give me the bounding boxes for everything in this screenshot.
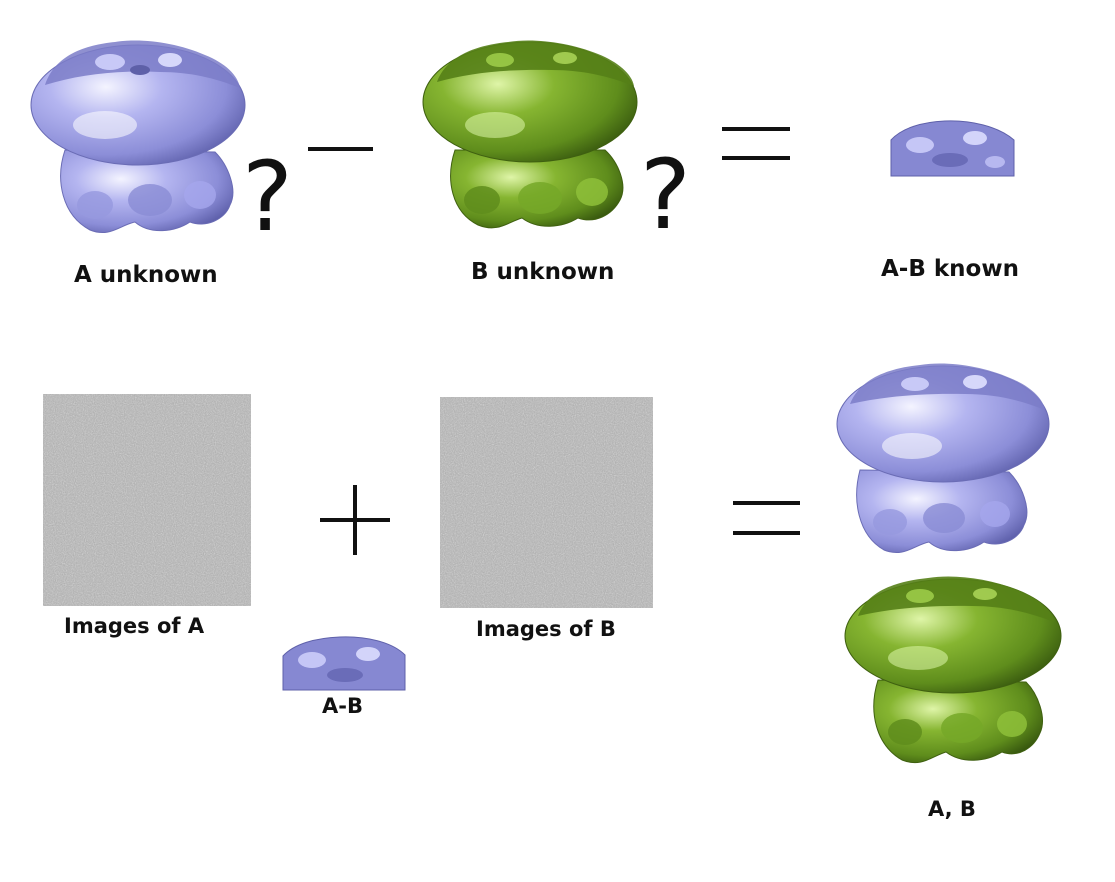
label-ab-known: A-B known <box>881 256 1019 282</box>
structure-a-top <box>30 40 246 234</box>
question-mark-b: ? <box>640 139 691 251</box>
label-images-of-a: Images of A <box>64 614 205 638</box>
a-minus-b-piece-bottom <box>282 636 406 691</box>
label-a-unknown: A unknown <box>74 262 218 288</box>
plus-sign <box>320 485 390 555</box>
label-a-b: A, B <box>928 797 976 821</box>
structure-a-result <box>836 363 1050 554</box>
label-ab: A-B <box>322 694 363 718</box>
a-minus-b-piece-top <box>890 120 1015 177</box>
structure-b-result <box>844 576 1062 764</box>
structure-b-top <box>422 40 638 229</box>
question-mark-a: ? <box>242 141 293 253</box>
label-images-of-b: Images of B <box>476 617 616 641</box>
equals-sign-bottom <box>733 501 800 535</box>
equals-sign-top <box>722 127 790 160</box>
label-b-unknown: B unknown <box>471 259 615 285</box>
